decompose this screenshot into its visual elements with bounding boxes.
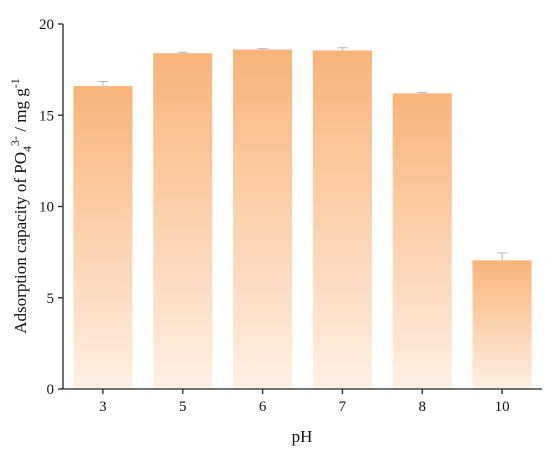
y-tick-label: 10 bbox=[39, 200, 54, 216]
x-tick-label: 8 bbox=[419, 399, 427, 415]
bars bbox=[73, 49, 532, 390]
x-ticks: 3 5 6 7 8 10 bbox=[99, 389, 510, 415]
y-tick-label: 15 bbox=[39, 108, 54, 124]
bar-7 bbox=[312, 50, 372, 390]
x-tick-label: 5 bbox=[179, 399, 187, 415]
y-ticks: 0 5 10 15 20 bbox=[39, 17, 63, 398]
y-tick-label: 5 bbox=[47, 291, 55, 307]
bar-10 bbox=[472, 260, 532, 389]
x-tick-label: 6 bbox=[259, 399, 267, 415]
bar-5 bbox=[153, 53, 213, 389]
x-tick-label: 3 bbox=[99, 399, 107, 415]
error-bars bbox=[97, 47, 508, 261]
bar-3 bbox=[73, 86, 133, 390]
x-tick-label: 7 bbox=[339, 399, 347, 415]
x-tick-label: 10 bbox=[495, 399, 510, 415]
bar-6 bbox=[233, 49, 293, 390]
y-tick-label: 20 bbox=[39, 17, 54, 33]
x-axis-title: pH bbox=[292, 427, 313, 446]
bar-8 bbox=[392, 93, 452, 389]
y-tick-label: 0 bbox=[47, 382, 55, 398]
y-axis-title: Adsorption capacity of PO43- / mg g-1 bbox=[8, 78, 34, 333]
